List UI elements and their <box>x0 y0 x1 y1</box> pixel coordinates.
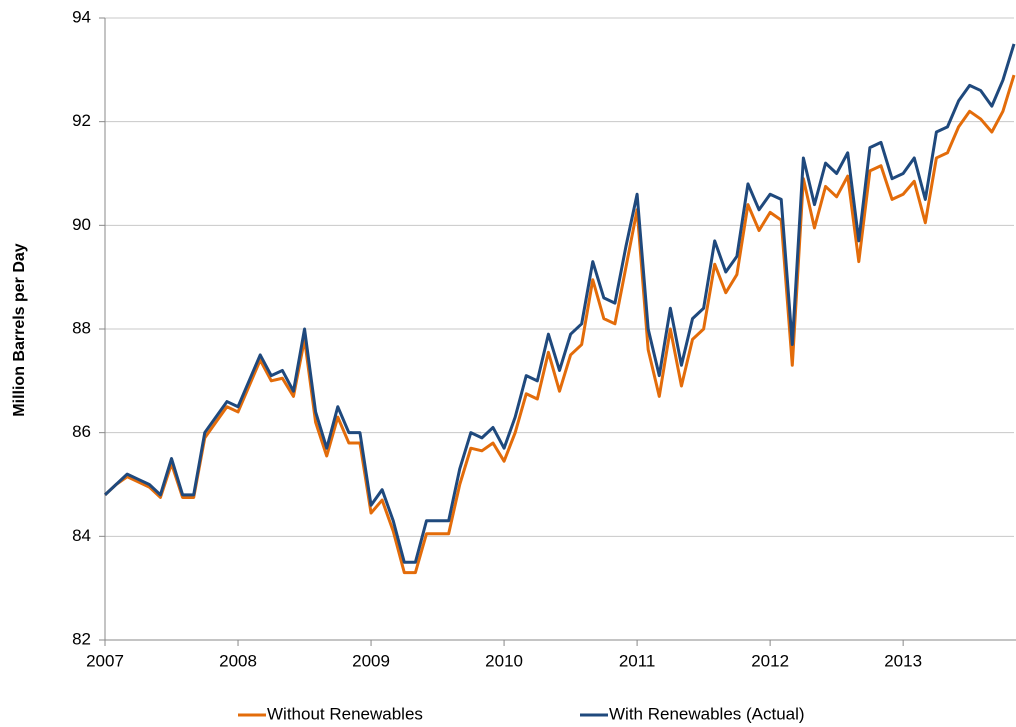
legend-label: Without Renewables <box>267 704 423 723</box>
series-line <box>103 43 1016 564</box>
y-tick-label: 88 <box>72 318 91 337</box>
y-tick-label: 94 <box>72 7 91 26</box>
x-tick-label: 2011 <box>619 651 656 670</box>
y-tick-label: 84 <box>72 526 91 545</box>
y-tick-label: 82 <box>72 629 91 648</box>
series-line <box>103 74 1016 575</box>
y-tick-label: 92 <box>72 111 91 130</box>
x-tick-label: 2012 <box>751 651 789 670</box>
y-axis-label: Million Barrels per Day <box>11 243 28 416</box>
legend-label: With Renewables (Actual) <box>609 704 805 723</box>
x-tick-label: 2009 <box>352 651 390 670</box>
x-tick-label: 2010 <box>485 651 523 670</box>
x-tick-label: 2013 <box>884 651 922 670</box>
y-tick-label: 86 <box>72 422 91 441</box>
y-tick-label: 90 <box>72 215 91 234</box>
x-tick-label: 2008 <box>219 651 257 670</box>
x-tick-label: 2007 <box>86 651 124 670</box>
